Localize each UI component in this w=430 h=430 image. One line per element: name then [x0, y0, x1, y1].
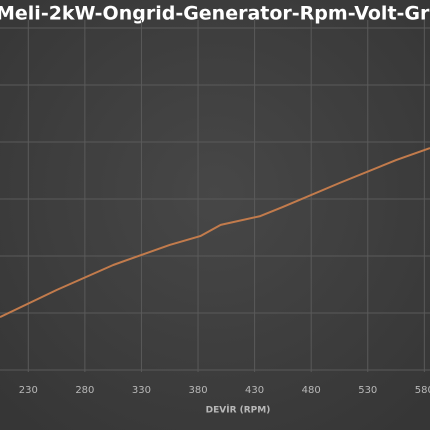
chart-title: Meli-2kW-Ongrid-Generator-Rpm-Volt-Gr	[0, 3, 430, 25]
x-tick-label: 330	[132, 385, 151, 396]
x-tick-label: 580	[415, 385, 430, 396]
x-tick-label: 480	[302, 385, 321, 396]
x-tick-label: 430	[245, 385, 264, 396]
x-axis-title: DEVİR (RPM)	[206, 405, 271, 416]
x-tick-label: 530	[358, 385, 377, 396]
x-tick-label: 230	[19, 385, 38, 396]
x-tick-label: 280	[75, 385, 94, 396]
x-tick-label: 380	[188, 385, 207, 396]
data-line	[0, 147, 430, 319]
